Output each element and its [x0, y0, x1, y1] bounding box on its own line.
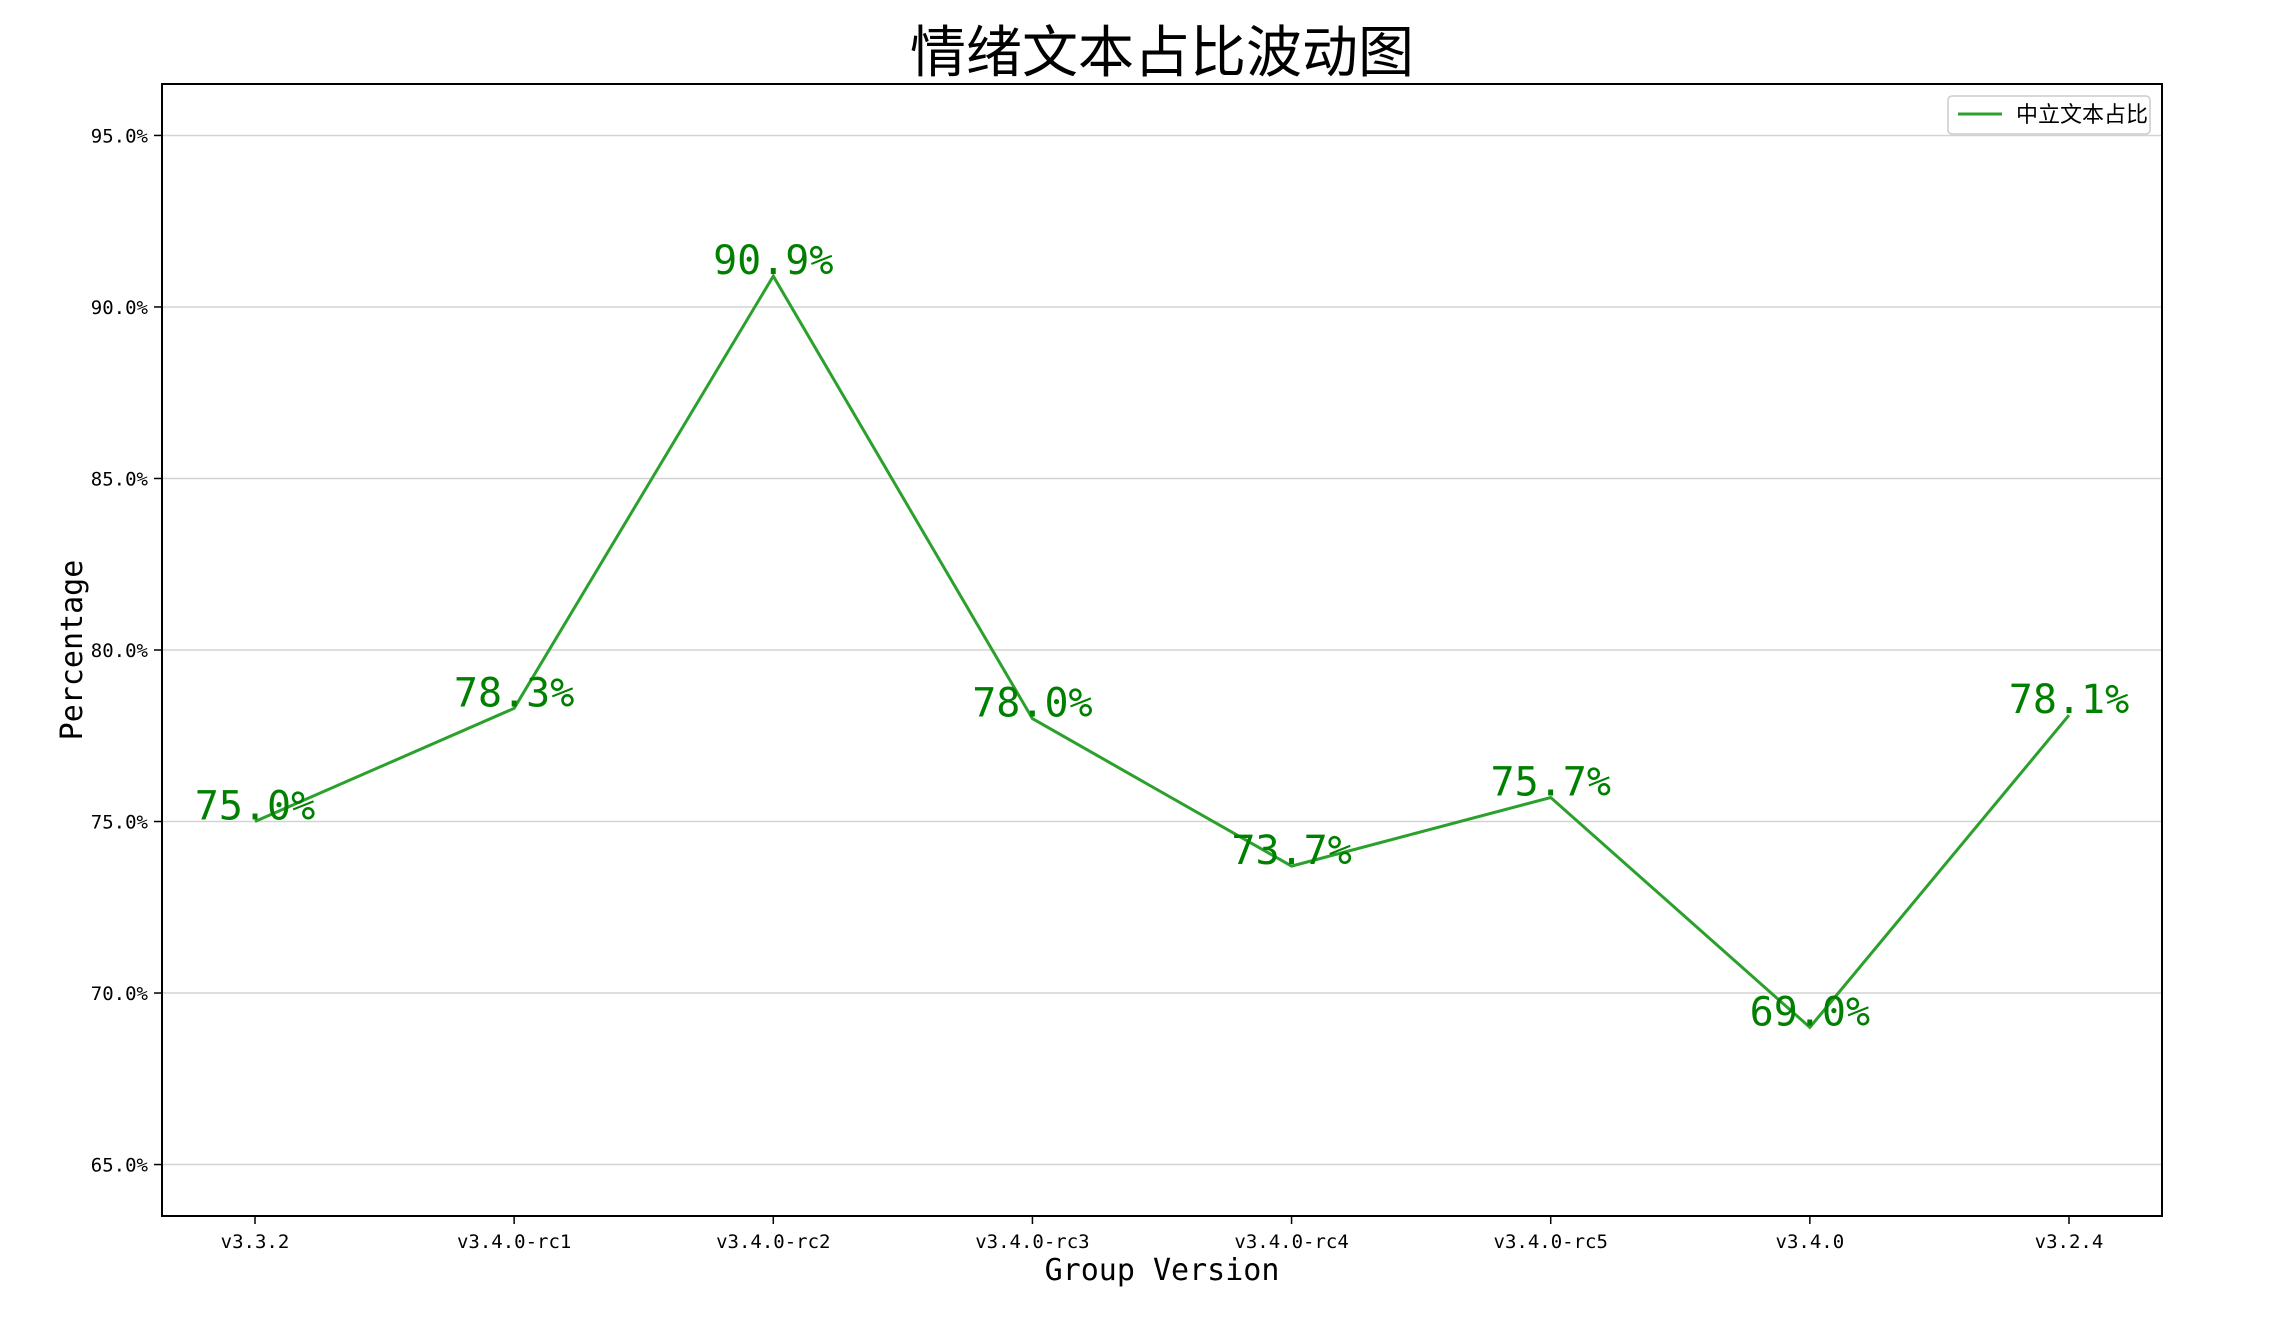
- grid-lines: [162, 134, 2162, 1166]
- chart-title: 情绪文本占比波动图: [910, 21, 1414, 86]
- y-tick-label: 95.0%: [91, 125, 149, 147]
- data-label: 75.0%: [195, 784, 315, 830]
- legend-entry: 中立文本占比: [2016, 103, 2148, 128]
- data-labels: 75.0% 78.3% 90.9% 78.0% 73.7% 75.7% 69.0% 78.1%: [195, 238, 2129, 1035]
- x-tick-label: v3.4.0-rc5: [1494, 1231, 1608, 1253]
- legend-box: [1947, 95, 2151, 135]
- y-tick-label: 65.0%: [91, 1155, 149, 1177]
- x-tick-label: v3.4.0-rc1: [457, 1231, 571, 1253]
- y-tick-label: 70.0%: [91, 983, 149, 1005]
- data-label: 78.1%: [2009, 677, 2129, 723]
- data-label: 78.3%: [454, 670, 574, 716]
- series-line: [254, 273, 2071, 1030]
- x-tick-label: v3.2.4: [2035, 1231, 2104, 1253]
- data-label: 78.0%: [972, 681, 1092, 727]
- data-label: 73.7%: [1231, 828, 1351, 874]
- x-tick-label: v3.4.0-rc2: [716, 1231, 830, 1253]
- x-tick-label: v3.3.2: [221, 1231, 290, 1253]
- data-label: 75.7%: [1491, 760, 1611, 806]
- series-layer: [254, 273, 2071, 1030]
- y-axis-ticks: 65.0% 70.0% 75.0% 80.0% 85.0% 90.0% 95.0%: [91, 125, 162, 1177]
- x-axis-label: Group Version: [1045, 1253, 1280, 1288]
- y-axis-label: Percentage: [55, 560, 90, 741]
- y-tick-label: 85.0%: [91, 468, 149, 490]
- x-tick-label: v3.4.0: [1776, 1231, 1845, 1253]
- x-tick-label: v3.4.0-rc4: [1234, 1231, 1348, 1253]
- y-tick-label: 80.0%: [91, 640, 149, 662]
- x-tick-label: v3.4.0-rc3: [975, 1231, 1089, 1253]
- data-label: 90.9%: [713, 238, 833, 284]
- x-axis-ticks: v3.3.2 v3.4.0-rc1 v3.4.0-rc2 v3.4.0-rc3 v3.4…: [221, 1216, 2104, 1253]
- y-tick-label: 90.0%: [91, 297, 149, 319]
- legend: 中立文本占比: [1947, 95, 2151, 135]
- data-label: 69.0%: [1750, 989, 1870, 1035]
- y-tick-label: 75.0%: [91, 812, 149, 834]
